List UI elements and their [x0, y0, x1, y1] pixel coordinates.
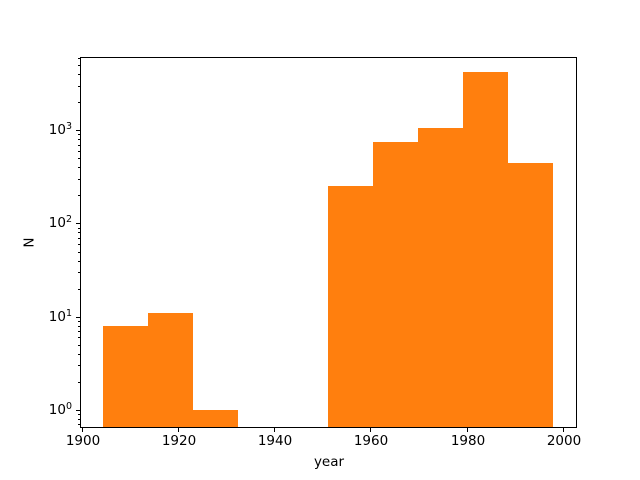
y-minor-tick	[78, 151, 80, 152]
histogram-bar	[148, 313, 193, 428]
y-minor-tick	[78, 289, 80, 290]
y-minor-tick	[78, 326, 80, 327]
x-axis-label: year	[313, 454, 345, 470]
y-tick	[76, 130, 80, 131]
y-minor-tick	[78, 244, 80, 245]
y-minor-tick	[78, 65, 80, 66]
y-minor-tick	[78, 321, 80, 322]
y-tick-label: 103	[48, 120, 72, 138]
y-minor-tick	[78, 58, 80, 59]
x-tick-label: 1940	[257, 433, 293, 449]
y-minor-tick	[78, 337, 80, 338]
y-minor-tick	[78, 167, 80, 168]
y-tick	[76, 223, 80, 224]
histogram-bar	[103, 326, 148, 428]
x-tick-label: 2000	[546, 433, 582, 449]
y-minor-tick	[78, 145, 80, 146]
histogram-bar	[508, 163, 553, 428]
x-tick-label: 1960	[353, 433, 389, 449]
y-minor-tick	[78, 102, 80, 103]
y-minor-tick	[78, 272, 80, 273]
y-tick-label: 101	[48, 307, 72, 325]
y-minor-tick	[78, 228, 80, 229]
x-tick-label: 1980	[450, 433, 486, 449]
y-axis-label: N	[21, 237, 38, 248]
y-minor-tick	[78, 86, 80, 87]
y-minor-tick	[78, 382, 80, 383]
x-tick	[178, 428, 179, 432]
y-minor-tick	[78, 252, 80, 253]
y-minor-tick	[78, 195, 80, 196]
x-tick-label: 1920	[161, 433, 197, 449]
y-minor-tick	[78, 74, 80, 75]
y-minor-tick	[78, 365, 80, 366]
histogram-bar	[193, 410, 238, 428]
x-tick-label: 1900	[65, 433, 101, 449]
y-minor-tick	[78, 424, 80, 425]
x-tick	[467, 428, 468, 432]
y-minor-tick	[78, 134, 80, 135]
y-minor-tick	[78, 238, 80, 239]
histogram-bar	[463, 72, 508, 428]
y-minor-tick	[78, 179, 80, 180]
y-minor-tick	[78, 354, 80, 355]
x-tick	[370, 428, 371, 432]
y-minor-tick	[78, 261, 80, 262]
histogram-bar	[373, 142, 418, 428]
y-tick	[76, 317, 80, 318]
x-tick	[274, 428, 275, 432]
y-minor-tick	[78, 232, 80, 233]
y-minor-tick	[78, 139, 80, 140]
y-minor-tick	[78, 331, 80, 332]
y-tick-label: 102	[48, 213, 72, 231]
y-minor-tick	[78, 345, 80, 346]
x-tick	[563, 428, 564, 432]
y-minor-tick	[78, 419, 80, 420]
y-tick-label: 100	[48, 400, 72, 418]
y-tick	[76, 410, 80, 411]
y-minor-tick	[78, 414, 80, 415]
histogram-bar	[328, 186, 373, 428]
y-minor-tick	[78, 158, 80, 159]
x-tick	[82, 428, 83, 432]
histogram-bar	[418, 128, 463, 428]
